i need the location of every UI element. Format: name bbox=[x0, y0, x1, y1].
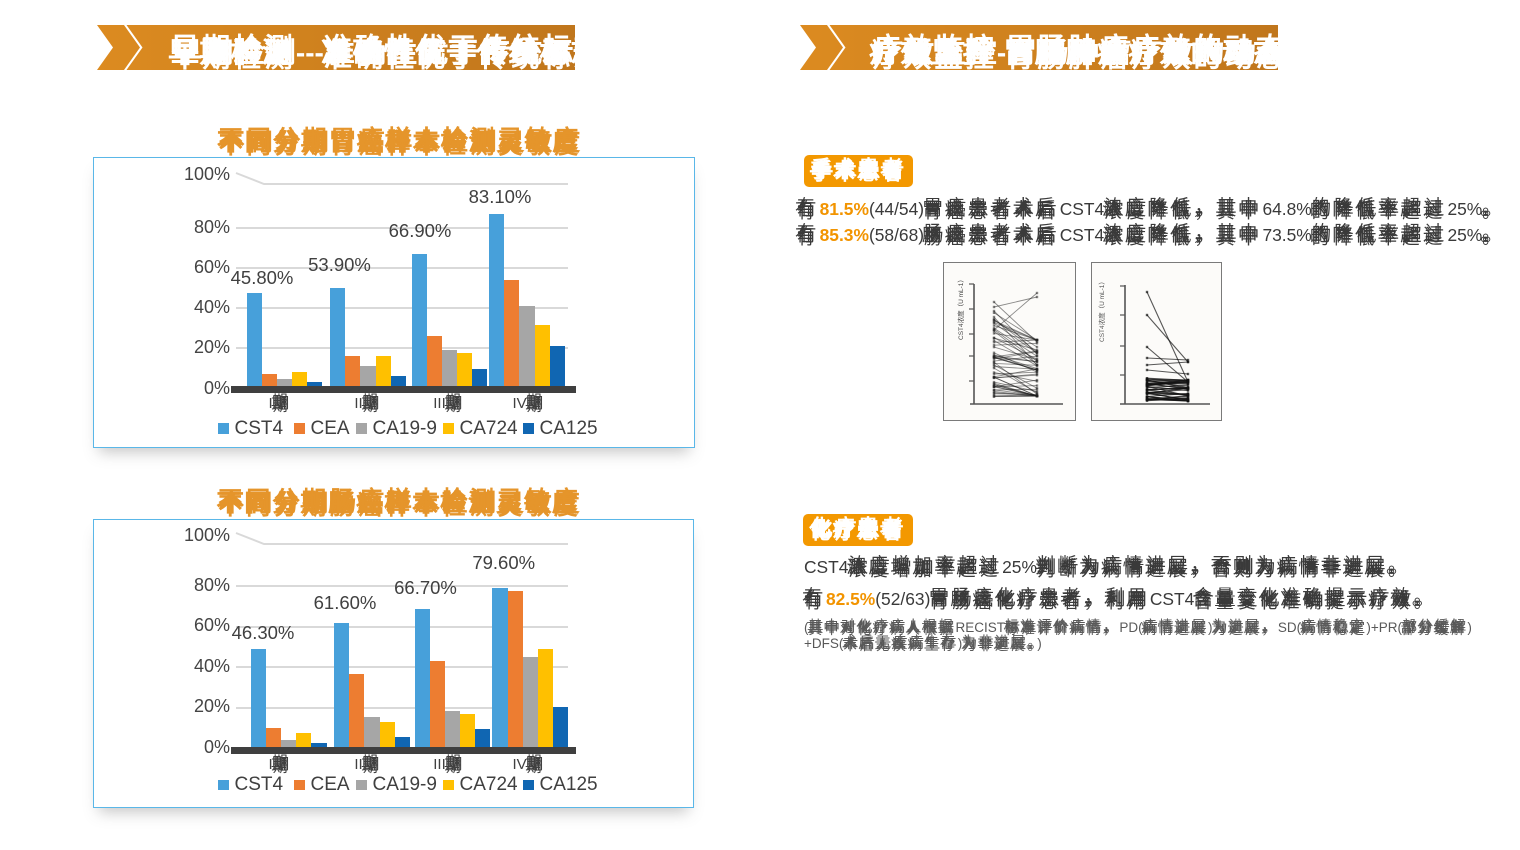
svg-text:CST4浓度（U mL-1）: CST4浓度（U mL-1） bbox=[956, 276, 965, 340]
svg-text:CST4浓度（U mL-1）: CST4浓度（U mL-1） bbox=[1097, 278, 1106, 342]
